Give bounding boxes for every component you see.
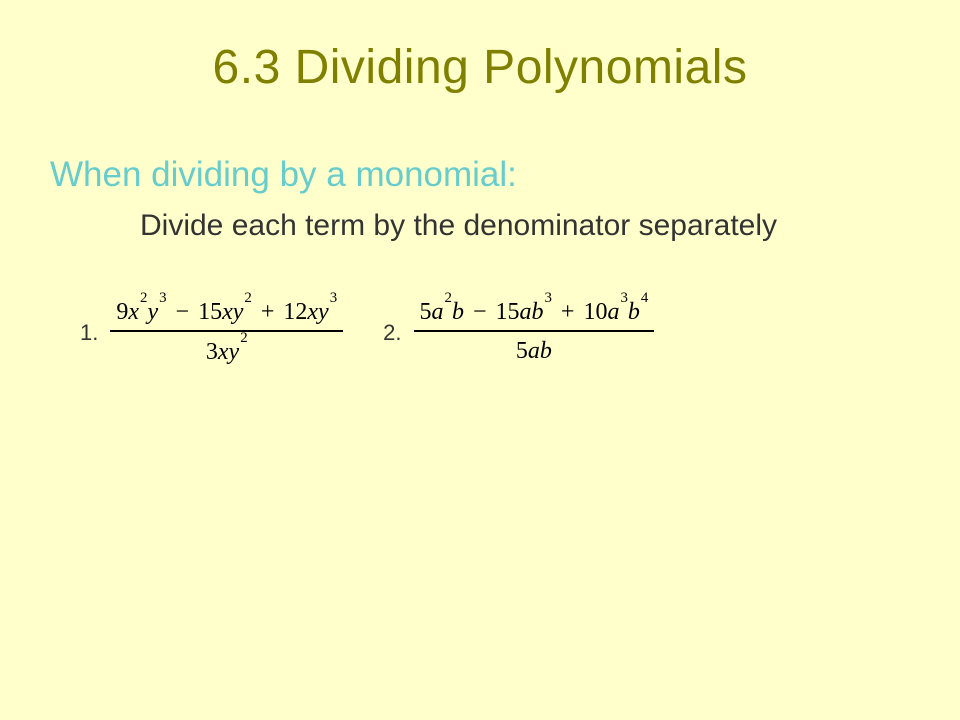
problem-2-fraction: 5a2b − 15ab3 + 10a3b4 5ab — [414, 298, 655, 365]
problem-1-denominator: 3xy2 — [110, 332, 343, 366]
problem-1-fraction: 9x2y3 − 15xy2 + 12xy3 3xy2 — [110, 298, 343, 366]
problems-row: 1. 9x2y3 − 15xy2 + 12xy3 3xy2 — [50, 298, 910, 366]
problem-2-denominator: 5ab — [414, 332, 655, 365]
slide-title: 6.3 Dividing Polynomials — [50, 40, 910, 95]
problem-2-numerator: 5a2b − 15ab3 + 10a3b4 — [414, 298, 655, 332]
instruction-text: Divide each term by the denominator sepa… — [140, 209, 910, 243]
problem-1-numerator: 9x2y3 − 15xy2 + 12xy3 — [110, 298, 343, 332]
problem-1-label: 1. — [80, 320, 98, 346]
problem-1: 1. 9x2y3 − 15xy2 + 12xy3 3xy2 — [80, 298, 343, 366]
slide-subtitle: When dividing by a monomial: — [50, 155, 910, 195]
problem-2: 2. 5a2b − 15ab3 + 10a3b4 5ab — [383, 298, 654, 366]
slide: 6.3 Dividing Polynomials When dividing b… — [0, 0, 960, 720]
problem-2-label: 2. — [383, 320, 401, 346]
